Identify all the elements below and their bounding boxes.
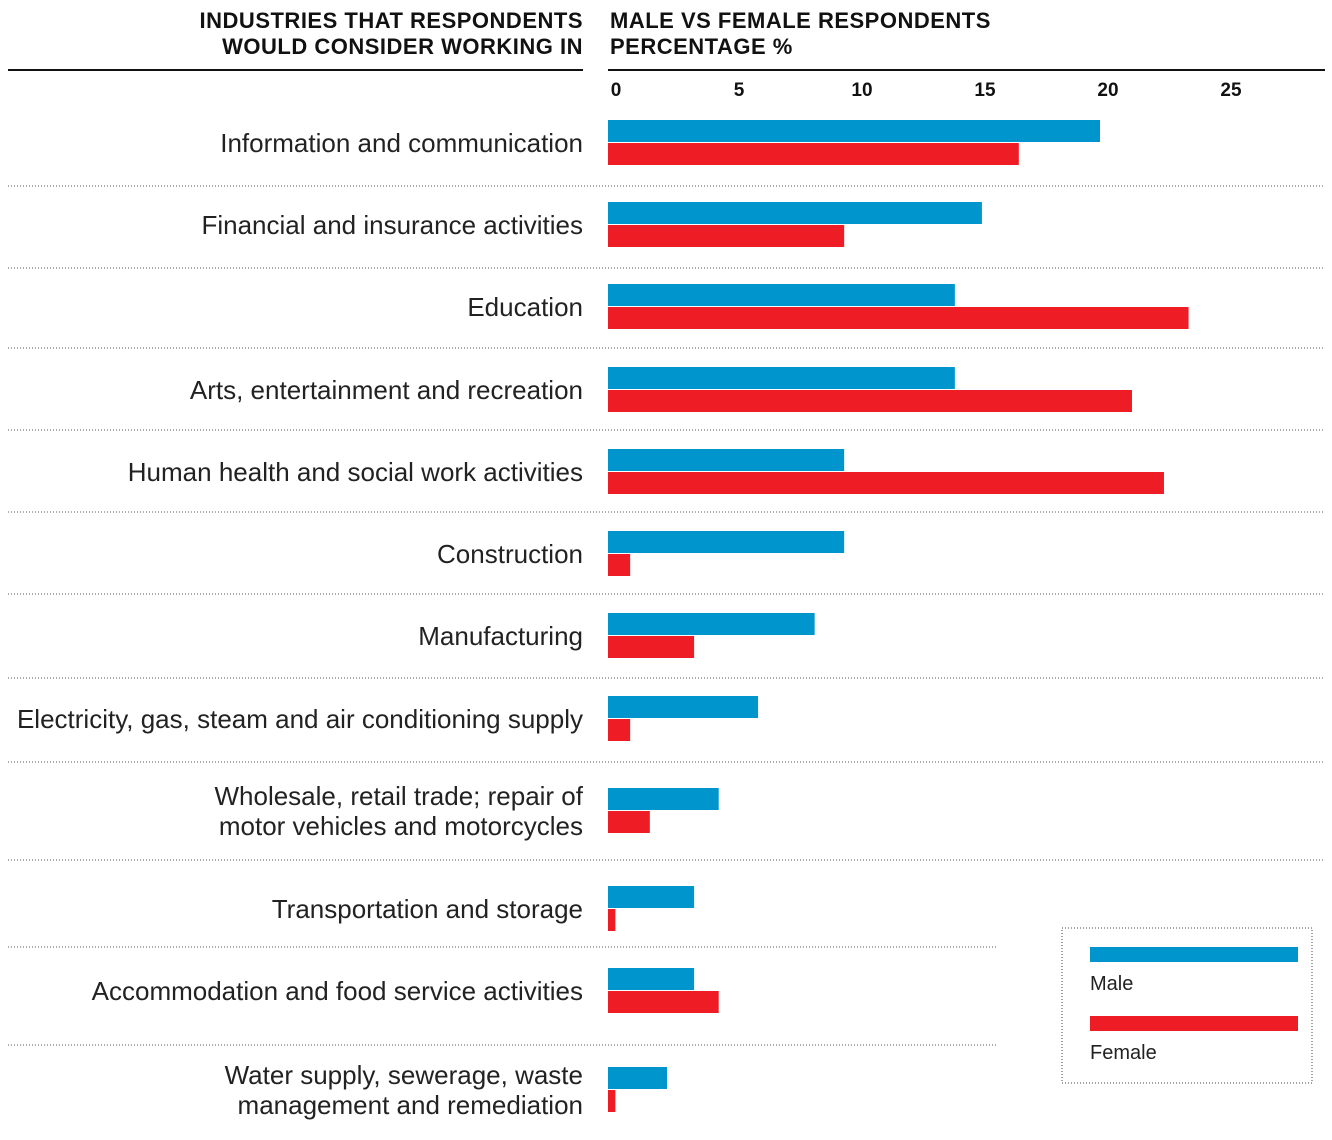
bar (608, 991, 719, 1013)
category-label: Construction (437, 539, 583, 569)
x-tick-label: 15 (974, 80, 996, 101)
bar (608, 636, 695, 658)
bar (608, 968, 695, 990)
category-label: Arts, entertainment and recreation (189, 375, 583, 405)
category-label: Information and communication (220, 128, 583, 158)
bar (608, 367, 955, 389)
category-label: Transportation and storage (271, 894, 583, 924)
legend-label: Male (1090, 973, 1133, 995)
category-label: Financial and insurance activities (201, 210, 583, 240)
bar (608, 886, 695, 908)
bar (608, 449, 845, 471)
category-label: Human health and social work activities (127, 457, 583, 487)
legend-swatch (1090, 1016, 1298, 1031)
bar (608, 307, 1189, 329)
category-label: Education (467, 292, 583, 322)
x-tick-label: 5 (734, 80, 745, 101)
x-axis-title: PERCENTAGE % (610, 34, 793, 59)
bar (608, 531, 845, 553)
bar (608, 1090, 616, 1112)
bar (608, 284, 955, 306)
bar (608, 120, 1100, 142)
chart-title: MALE VS FEMALE RESPONDENTS (610, 8, 991, 33)
bar (608, 1067, 668, 1089)
legend-swatch (1090, 947, 1298, 962)
bar (608, 472, 1164, 494)
bar (608, 390, 1132, 412)
legend-box (1061, 927, 1313, 1084)
bar (608, 143, 1019, 165)
x-tick-label: 20 (1097, 80, 1118, 101)
x-tick-label: 0 (611, 80, 622, 101)
category-label: Electricity, gas, steam and air conditio… (16, 704, 583, 734)
bar (608, 613, 815, 635)
bar (608, 696, 759, 718)
bar (608, 909, 616, 931)
bar (608, 719, 631, 741)
legend-label: Female (1090, 1042, 1157, 1064)
category-label: Water supply, sewerage, waste management… (224, 1060, 583, 1120)
category-label: Wholesale, retail trade; repair of motor… (214, 781, 583, 841)
category-label: Accommodation and food service activitie… (91, 976, 583, 1006)
bar (608, 788, 719, 810)
x-tick-label: 10 (851, 80, 872, 101)
x-tick-label: 25 (1220, 80, 1242, 101)
y-axis-title: INDUSTRIES THAT RESPONDENTS WOULD CONSID… (199, 8, 583, 59)
bar (608, 554, 631, 576)
category-label: Manufacturing (418, 621, 583, 651)
bar (608, 811, 650, 833)
bar (608, 225, 845, 247)
bar (608, 202, 982, 224)
